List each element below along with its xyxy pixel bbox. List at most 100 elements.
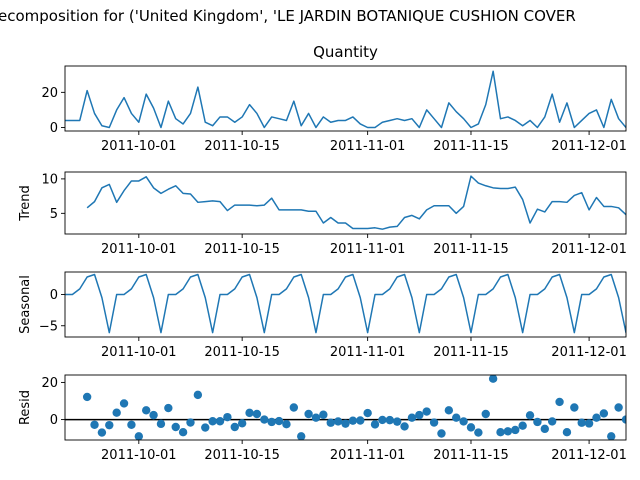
y-tick-label: 20	[41, 376, 58, 391]
data-point	[562, 428, 572, 437]
data-point	[584, 419, 594, 428]
data-point	[540, 424, 550, 434]
data-point	[260, 415, 269, 424]
data-point	[415, 410, 424, 420]
data-point	[525, 411, 535, 420]
panel-2: 5 10 2011-10-01 2011-10-15 2011-11-01 2011-11…	[18, 171, 627, 257]
x-tick-label: 2011-11-01	[330, 448, 406, 463]
data-point	[311, 413, 321, 422]
data-point	[599, 409, 609, 418]
data-point	[511, 425, 520, 435]
data-point	[496, 428, 505, 437]
panel-title: Quantity	[313, 43, 378, 61]
data-point	[570, 403, 579, 412]
y-tick-label: 0	[50, 288, 58, 303]
axes-frame	[64, 171, 627, 235]
data-point	[474, 428, 483, 437]
data-point	[370, 420, 380, 429]
data-point	[629, 411, 637, 419]
y-axis-label: Resid	[18, 390, 33, 425]
x-tick-label: 2011-11-15	[433, 345, 509, 360]
x-tick-label: 2011-10-01	[101, 448, 177, 463]
x-tick-label: 2011-12-01	[551, 139, 627, 154]
data-point	[637, 418, 640, 426]
y-tick-label: 20	[41, 86, 58, 101]
data-point	[614, 403, 623, 412]
data-point	[252, 409, 262, 419]
x-tick-label: 2011-12-01	[551, 242, 627, 257]
data-point	[267, 417, 276, 427]
x-tick-label: 2011-11-01	[330, 345, 406, 360]
data-point	[127, 420, 136, 429]
x-tick-label: 2011-10-15	[204, 242, 280, 257]
data-point	[105, 420, 114, 430]
data-point	[378, 415, 387, 425]
data-point	[112, 408, 121, 417]
x-tick-label: 2011-10-01	[101, 345, 177, 360]
y-tick-label: 0	[50, 413, 58, 428]
data-point	[488, 375, 498, 383]
axes-frame	[64, 65, 627, 132]
data-point	[621, 415, 626, 424]
data-point	[392, 417, 402, 426]
data-point	[223, 412, 232, 422]
data-point	[164, 403, 173, 413]
data-point	[400, 422, 409, 431]
plot-area	[86, 175, 626, 230]
data-point	[289, 403, 299, 412]
data-point	[592, 413, 601, 422]
panel-1: 0 20 2011-10-01 2011-10-15 2011-11-01 2011-11…	[41, 43, 627, 154]
data-point	[186, 418, 195, 427]
x-tick-label: 2011-10-15	[204, 345, 280, 360]
plot-area	[65, 273, 626, 334]
data-point	[356, 416, 365, 425]
data-point	[141, 406, 151, 415]
data-point	[407, 413, 417, 422]
series-line	[86, 175, 626, 230]
data-point	[555, 397, 564, 407]
x-tick-label: 2011-10-01	[101, 139, 177, 154]
panels: 0 20 2011-10-01 2011-10-15 2011-11-01 2011-11…	[18, 43, 640, 463]
data-point	[577, 418, 586, 427]
data-point	[282, 420, 291, 429]
data-point	[422, 407, 431, 416]
plot-area	[65, 70, 626, 129]
data-point	[607, 432, 616, 440]
x-tick-label: 2011-10-01	[101, 242, 177, 257]
data-point	[533, 417, 542, 427]
data-point	[444, 406, 454, 415]
y-tick-label: 5	[50, 207, 58, 222]
data-point	[304, 409, 313, 419]
axes-frame	[64, 271, 627, 338]
x-tick-label: 2011-11-15	[433, 139, 509, 154]
data-point	[466, 423, 476, 432]
data-point	[193, 390, 203, 400]
y-tick-label: 10	[41, 172, 58, 187]
figure-suptitle: ecomposition for ('United Kingdom', 'LE …	[0, 7, 576, 25]
data-point	[230, 422, 239, 432]
data-point	[547, 417, 557, 426]
data-point	[134, 432, 144, 440]
y-tick-label: 0	[50, 121, 58, 136]
x-tick-label: 2011-11-01	[330, 242, 406, 257]
series-line	[65, 70, 626, 129]
data-point	[178, 428, 188, 437]
data-point	[156, 419, 166, 429]
data-point	[333, 417, 343, 426]
data-point	[97, 428, 107, 437]
x-tick-label: 2011-10-15	[204, 448, 280, 463]
data-point	[429, 418, 439, 427]
plot-area	[65, 375, 640, 440]
data-point	[245, 408, 254, 418]
series-line	[65, 273, 626, 334]
x-tick-label: 2011-11-15	[433, 242, 509, 257]
y-axis-label: Trend	[18, 185, 33, 222]
y-axis-label: Seasonal	[18, 275, 33, 334]
x-tick-label: 2011-12-01	[551, 345, 627, 360]
data-point	[326, 418, 335, 427]
data-point	[237, 419, 247, 428]
data-point	[459, 417, 468, 426]
data-point	[82, 392, 92, 402]
data-point	[437, 429, 446, 438]
data-point	[385, 415, 394, 425]
